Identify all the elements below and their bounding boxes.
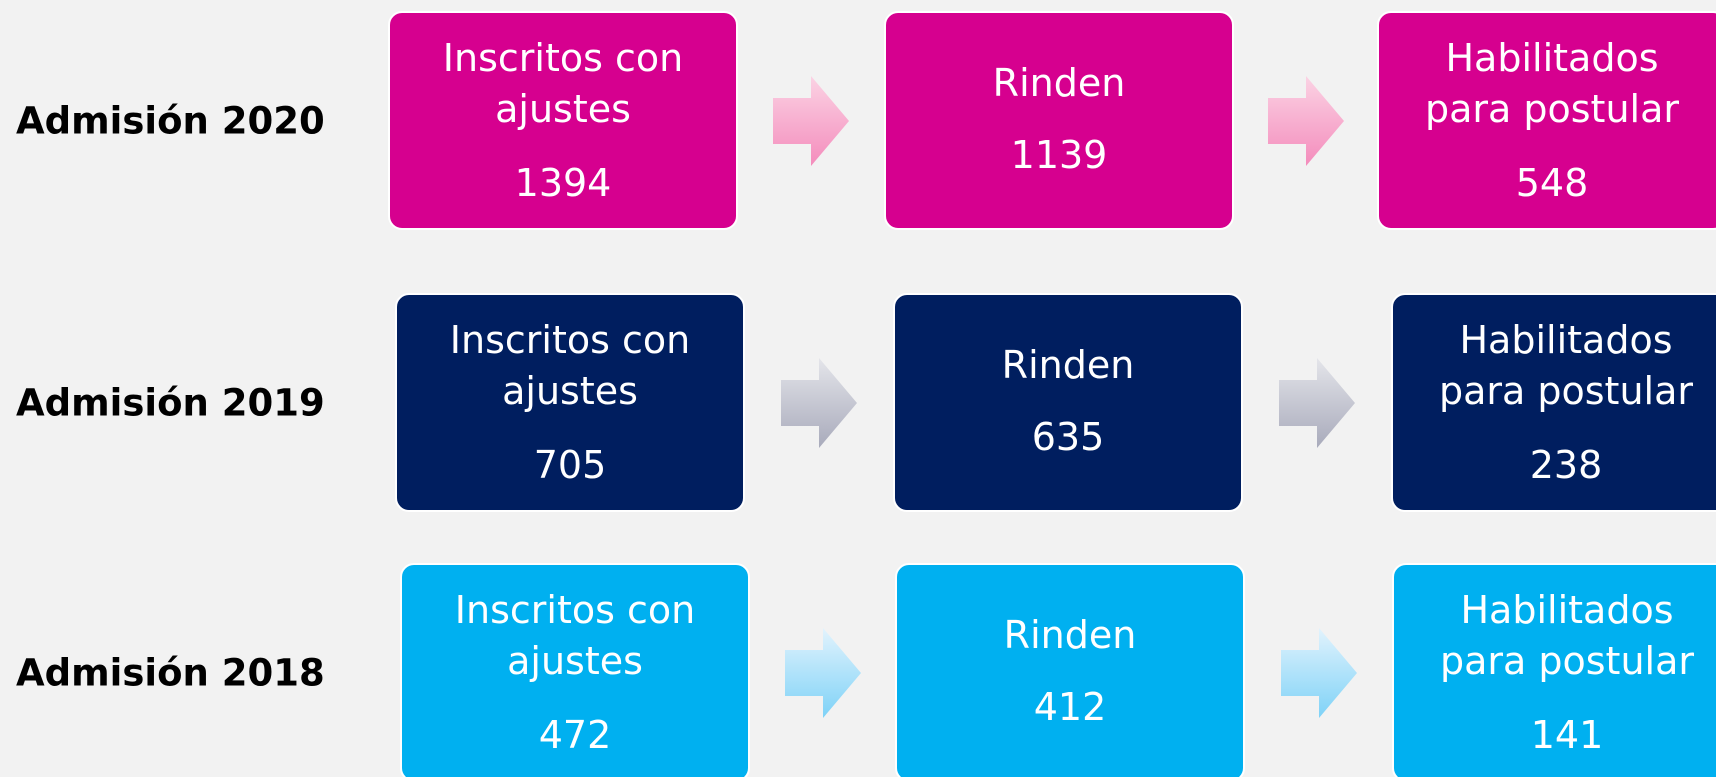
step-box: Habilitados para postular 548 [1377,11,1716,230]
step-value: 472 [538,713,612,757]
step-value: 1394 [514,161,612,205]
label-line: Habilitados [1445,36,1659,80]
step-box: Rinden 412 [895,563,1245,777]
step-label: Inscritos con ajustes [397,315,743,417]
step-value: 548 [1515,161,1589,205]
label-line: Habilitados [1459,318,1673,362]
arrow-shape [773,75,849,166]
step-box: Habilitados para postular 238 [1391,293,1716,512]
step-value: 1139 [1010,133,1108,177]
step-label: Habilitados para postular [1394,585,1716,687]
arrow-shape [1267,75,1344,166]
label-line: Inscritos con [442,36,684,80]
step-label: Rinden [886,58,1232,109]
step-box: Inscritos con ajustes 1394 [388,11,738,230]
step-label: Rinden [895,340,1241,391]
row-label: Admisión 2018 [16,651,325,694]
arrow-shape [781,357,857,448]
step-label: Inscritos con ajustes [390,33,736,135]
step-box: Inscritos con ajustes 705 [395,293,745,512]
arrow [781,357,857,448]
label-line: Habilitados [1460,588,1674,632]
arrow [1279,357,1355,448]
step-box: Inscritos con ajustes 472 [400,563,750,777]
label-line: Inscritos con [454,588,696,632]
label-line: Rinden [1001,343,1135,387]
step-value: 635 [1031,415,1105,459]
step-label: Habilitados para postular [1379,33,1716,135]
arrow [784,627,861,718]
label-line: Inscritos con [449,318,691,362]
label-line: para postular [1439,639,1694,683]
row-label: Admisión 2020 [16,99,325,142]
label-line: para postular [1424,87,1679,131]
arrow [1267,75,1344,166]
row-label: Admisión 2019 [16,381,325,424]
step-label: Rinden [897,610,1243,661]
step-box: Habilitados para postular 141 [1392,563,1716,777]
arrow-shape [1279,357,1355,448]
label-line: Rinden [1003,613,1137,657]
step-value: 238 [1529,443,1603,487]
step-value: 412 [1033,685,1107,729]
arrow [773,75,849,166]
step-box: Rinden 1139 [884,11,1234,230]
step-label: Inscritos con ajustes [402,585,748,687]
step-value: 141 [1530,713,1604,757]
label-line: para postular [1438,369,1693,413]
arrow [1280,627,1357,718]
label-line: ajustes [502,369,638,413]
arrow-shape [1280,627,1357,718]
step-box: Rinden 635 [893,293,1243,512]
label-line: ajustes [495,87,631,131]
label-line: ajustes [507,639,643,683]
label-line: Rinden [992,61,1126,105]
step-value: 705 [533,443,607,487]
step-label: Habilitados para postular [1393,315,1716,417]
arrow-shape [784,627,861,718]
